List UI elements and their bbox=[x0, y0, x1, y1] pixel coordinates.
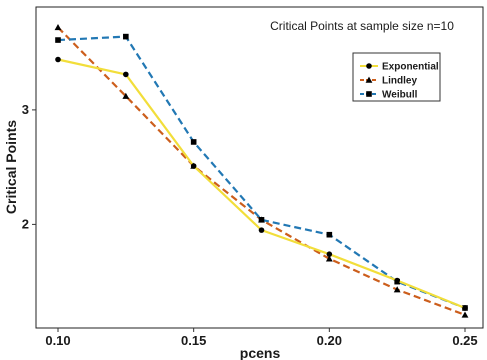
legend-label-weibull: Weibull bbox=[382, 90, 418, 101]
x-tick-label: 0.25 bbox=[452, 333, 477, 348]
y-axis-title: Critical Points bbox=[3, 120, 19, 214]
y-tick-label: 2 bbox=[22, 216, 29, 231]
data-point-exponential bbox=[190, 163, 197, 169]
legend: Exponential Lindley Weibull bbox=[352, 52, 441, 102]
series-exponential bbox=[55, 56, 468, 311]
data-point-weibull bbox=[123, 33, 129, 40]
data-point-weibull bbox=[190, 139, 197, 145]
data-point-lindley bbox=[325, 255, 333, 262]
chart-title: Critical Points at sample size n=10 bbox=[270, 19, 454, 33]
x-tick-label: 0.10 bbox=[45, 333, 70, 348]
x-tick-label: 0.20 bbox=[317, 333, 342, 348]
legend-label-lindley: Lindley bbox=[382, 76, 417, 87]
axes-layer: 0.10 0.15 0.20 0.25 2 3 bbox=[22, 102, 478, 348]
x-axis-title: pcens bbox=[240, 345, 281, 360]
data-point-lindley bbox=[54, 24, 62, 31]
data-point-lindley bbox=[393, 286, 401, 293]
data-point-lindley bbox=[461, 311, 469, 318]
data-point-exponential bbox=[462, 305, 468, 311]
legend-marker-lindley bbox=[365, 76, 373, 83]
data-point-exponential bbox=[258, 227, 265, 233]
data-point-exponential bbox=[394, 277, 400, 284]
legend-label-exponential: Exponential bbox=[382, 62, 439, 73]
data-point-exponential bbox=[55, 56, 61, 63]
legend-marker-weibull bbox=[366, 91, 372, 97]
data-point-weibull bbox=[55, 37, 61, 43]
series-layer bbox=[54, 24, 469, 318]
y-tick-label: 3 bbox=[22, 102, 29, 117]
x-tick-label: 0.15 bbox=[181, 333, 206, 348]
data-point-exponential bbox=[123, 71, 129, 78]
legend-marker-exponential bbox=[366, 63, 372, 69]
data-point-weibull bbox=[326, 231, 333, 238]
data-point-exponential bbox=[326, 251, 333, 257]
legend-box bbox=[352, 52, 441, 102]
data-point-lindley bbox=[122, 92, 130, 99]
data-point-weibull bbox=[258, 217, 265, 223]
